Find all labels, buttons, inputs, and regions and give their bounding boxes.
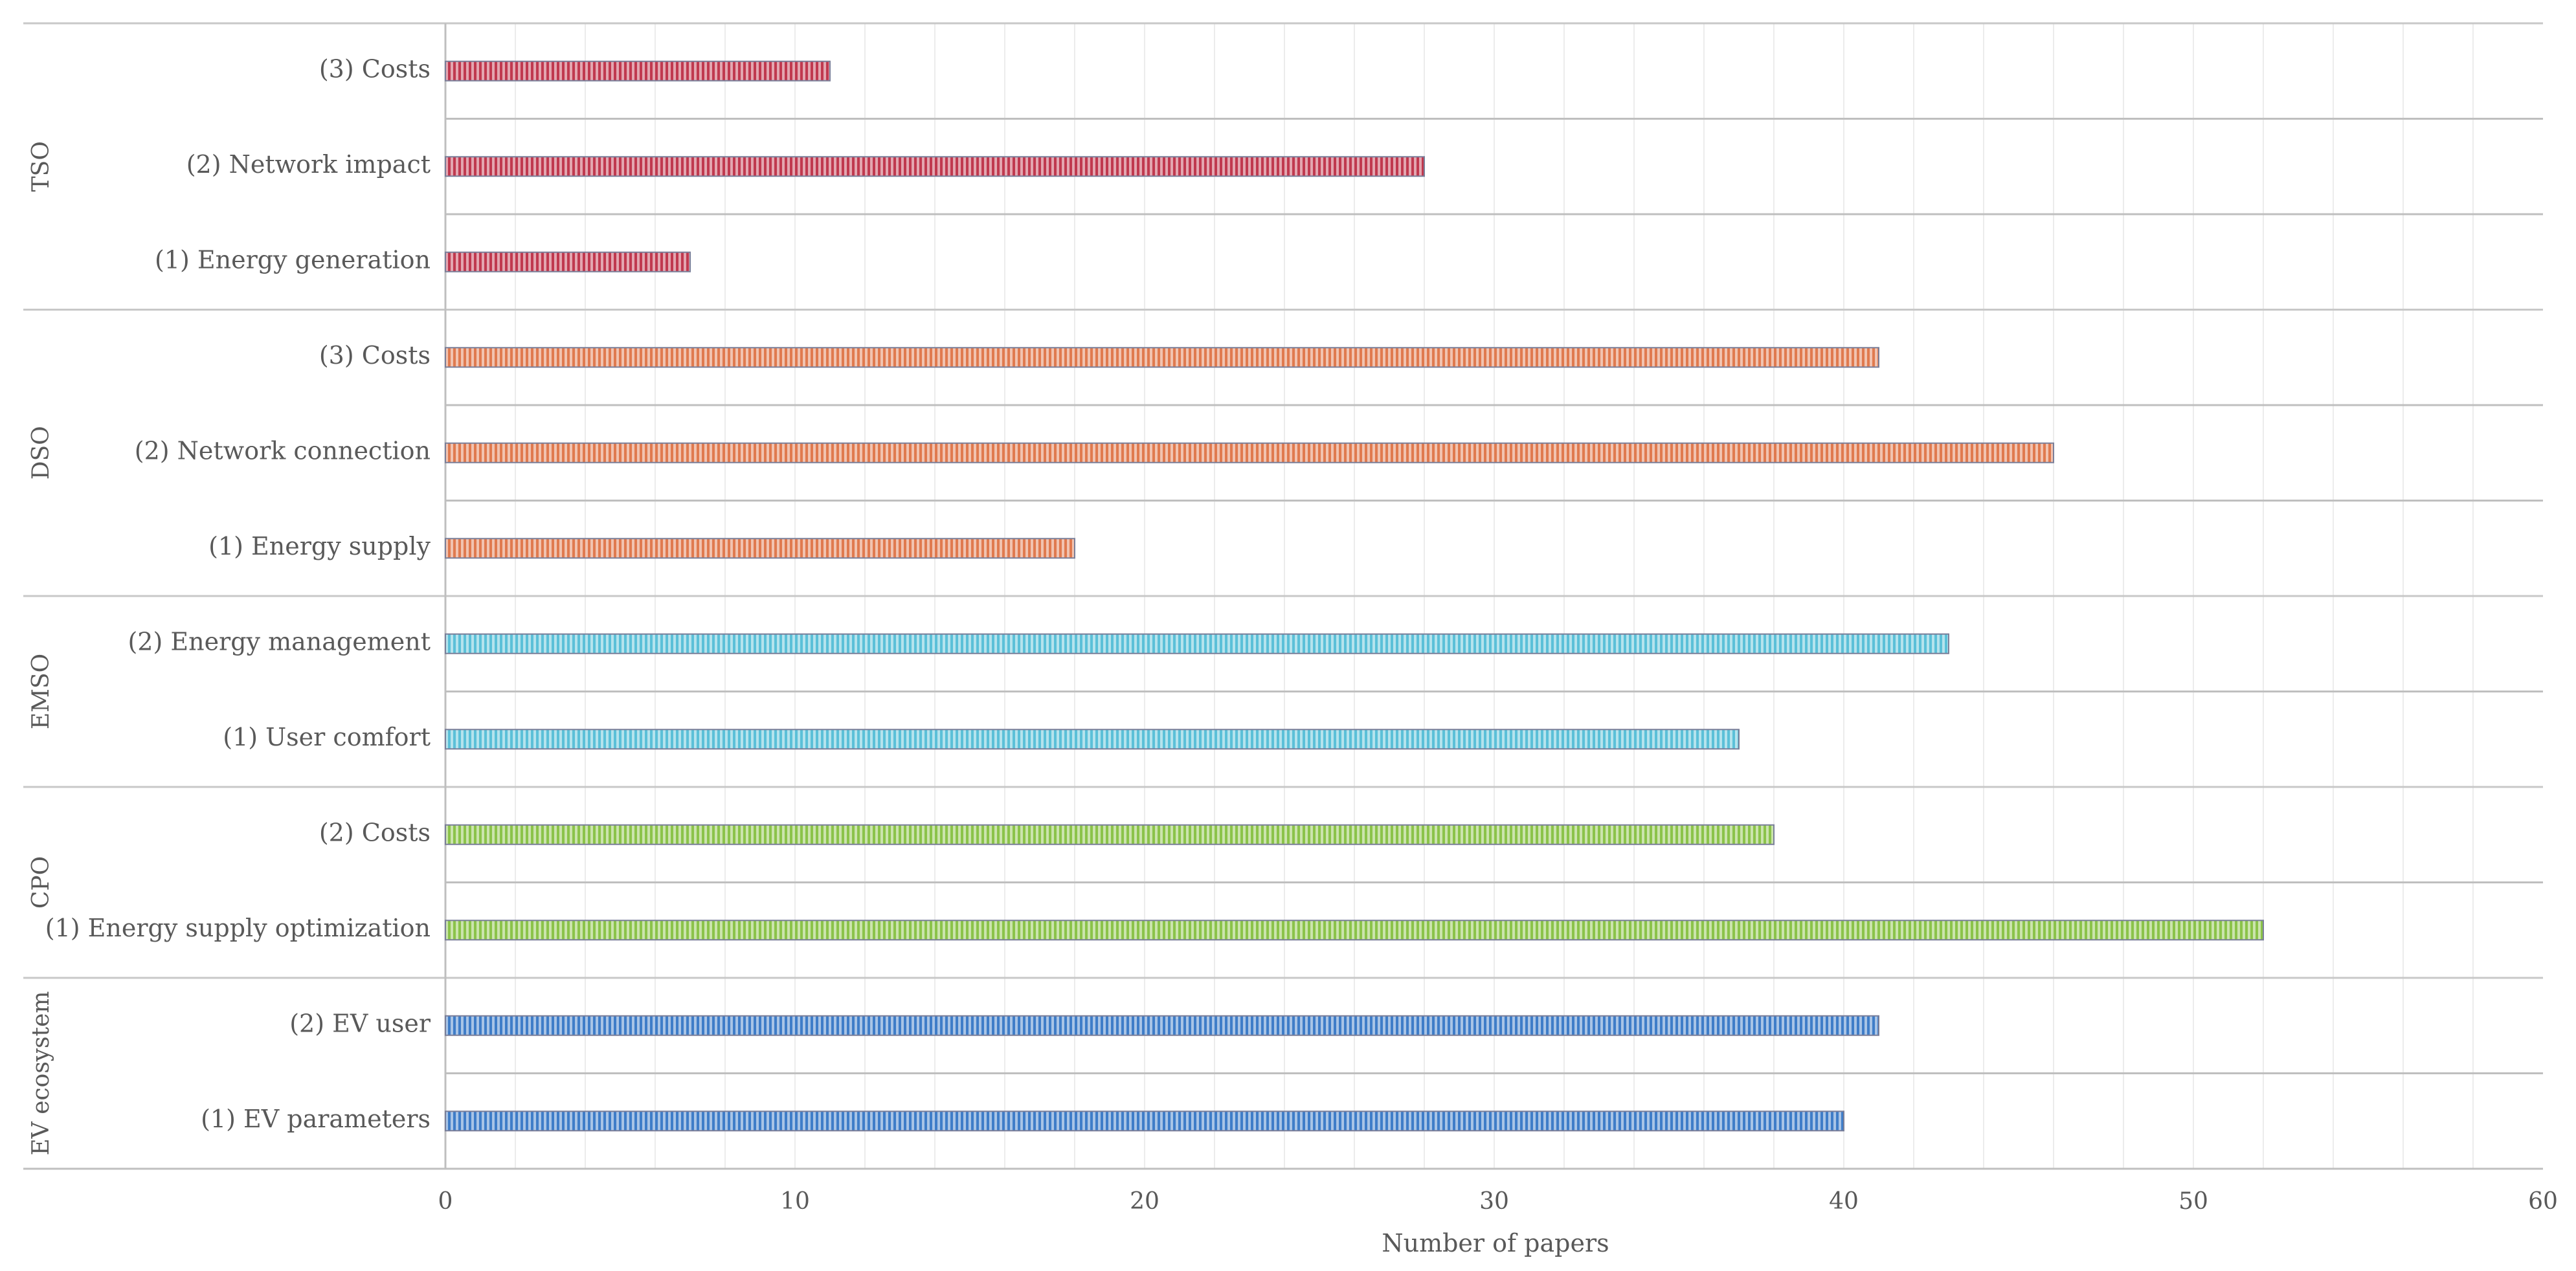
bar-hatch (445, 1111, 1844, 1132)
x-axis-title: Number of papers (1382, 1229, 1609, 1257)
x-tick-label: 0 (438, 1188, 453, 1215)
category-label: (1) Energy supply optimization (45, 914, 431, 942)
bar-hatch (445, 442, 2054, 463)
bar-hatch (445, 251, 691, 272)
group-label: CPO (28, 856, 54, 909)
group-label: EV ecosystem (28, 991, 54, 1155)
bar-hatch (445, 347, 1879, 368)
group-label: EMSO (28, 654, 54, 729)
bar-hatch (445, 920, 2264, 941)
bar-hatch (445, 156, 1425, 177)
category-label: (1) Energy generation (155, 245, 431, 274)
category-label: (2) EV user (289, 1009, 431, 1037)
category-label: (2) Costs (319, 818, 431, 846)
category-label: (2) Energy management (128, 627, 431, 656)
x-tick-label: 40 (1829, 1188, 1859, 1215)
category-label: (1) User comfort (223, 723, 431, 751)
bars (445, 60, 2264, 1132)
group-labels: TSO DSO EMSO CPO EV ecosystem (28, 141, 54, 1155)
bar-hatch (445, 1015, 1879, 1036)
x-axis-ticks: 0 10 20 30 40 50 60 (438, 1188, 2558, 1215)
group-label: TSO (28, 141, 54, 192)
category-label: (3) Costs (319, 341, 431, 370)
x-tick-label: 50 (2178, 1188, 2208, 1215)
x-tick-label: 30 (1479, 1188, 1509, 1215)
bar-hatch (445, 824, 1775, 845)
category-label: (1) EV parameters (201, 1105, 431, 1133)
category-label: (2) Network connection (135, 436, 431, 465)
bar-hatch (445, 633, 1949, 654)
x-tick-label: 10 (780, 1188, 810, 1215)
category-label: (3) Costs (319, 54, 431, 83)
x-tick-label: 20 (1130, 1188, 1159, 1215)
x-tick-label: 60 (2528, 1188, 2558, 1215)
category-labels: (3) Costs (2) Network impact (1) Energy ge… (45, 54, 431, 1133)
bar-hatch (445, 60, 831, 82)
bar-hatch (445, 538, 1075, 559)
bar-hatch (445, 729, 1740, 750)
category-label: (1) Energy supply (208, 532, 431, 560)
group-label: DSO (28, 426, 54, 480)
plot-frame (23, 22, 2543, 1170)
category-label: (2) Network impact (186, 150, 431, 179)
